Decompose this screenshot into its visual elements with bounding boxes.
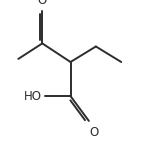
- Text: O: O: [37, 0, 46, 7]
- Text: HO: HO: [24, 90, 42, 103]
- Text: O: O: [90, 126, 99, 139]
